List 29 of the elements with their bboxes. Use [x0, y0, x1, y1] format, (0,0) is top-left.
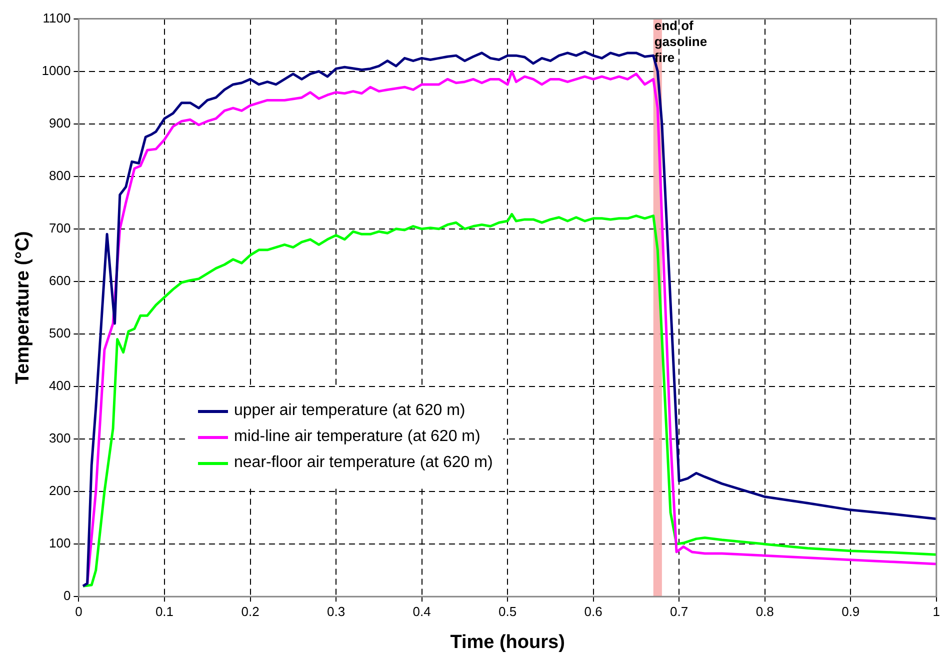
- y-tick-label: 500: [49, 326, 71, 341]
- x-tick-label: 1: [932, 604, 940, 619]
- y-tick-label: 400: [49, 378, 71, 394]
- x-tick-label: 0.2: [241, 604, 260, 619]
- x-tick-label: 0.6: [584, 604, 602, 619]
- x-tick-label: 0: [75, 604, 82, 619]
- x-tick-label: 0.8: [756, 604, 774, 619]
- x-tick-label: 0.1: [155, 604, 174, 619]
- x-tick-label: 0.3: [326, 604, 346, 619]
- y-tick-label: 600: [49, 273, 71, 288]
- y-axis-title: Temperature (°C): [12, 231, 34, 384]
- x-tick-label: 0.7: [670, 604, 688, 619]
- x-tick-label: 0.5: [498, 604, 517, 619]
- y-tick-label: 300: [49, 430, 71, 446]
- legend-label: near-floor air temperature (at 620 m): [234, 454, 493, 472]
- band-label: end of gasoline fire: [654, 18, 708, 65]
- y-tick-label: 800: [49, 168, 71, 183]
- y-tick-label: 200: [49, 483, 71, 498]
- y-tick-label: 0: [63, 588, 71, 604]
- legend-label: mid-line air temperature (at 620 m): [234, 428, 480, 446]
- y-tick-label: 1000: [42, 62, 71, 78]
- x-tick-label: 0.4: [412, 604, 431, 619]
- y-tick-label: 700: [49, 220, 71, 236]
- x-axis-title: Time (hours): [450, 632, 565, 653]
- x-tick-label: 0.9: [842, 604, 860, 619]
- y-tick-label: 1100: [42, 10, 71, 26]
- legend-label: upper air temperature (at 620 m): [234, 402, 466, 420]
- y-tick-label: 100: [49, 536, 71, 551]
- y-tick-label: 900: [49, 115, 71, 130]
